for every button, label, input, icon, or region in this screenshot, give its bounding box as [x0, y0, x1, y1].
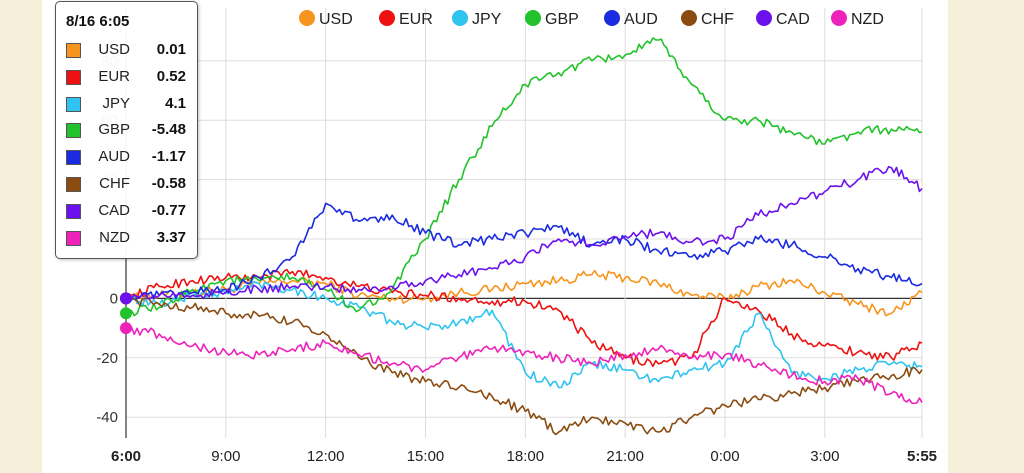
- tooltip-time: 8/16 6:05: [66, 13, 130, 30]
- legend-item-chf[interactable]: CHF: [681, 10, 734, 28]
- cursor-marker-cad: [120, 292, 132, 305]
- legend-label: CAD: [776, 11, 810, 28]
- cursor-marker-nzd: [120, 322, 132, 335]
- tooltip-row-nzd: NZD 3.37: [66, 229, 191, 249]
- y-tick-label: -20: [96, 350, 118, 367]
- series-line-aud[interactable]: [125, 202, 923, 302]
- y-tick-label: 0: [110, 290, 118, 307]
- tooltip-swatch: [66, 69, 81, 85]
- tooltip-row-chf: CHF -0.58: [66, 175, 191, 195]
- legend-item-usd[interactable]: USD: [299, 10, 353, 28]
- tooltip-value: -0.58: [151, 175, 186, 192]
- tooltip-row-aud: AUD -1.17: [66, 148, 191, 168]
- tooltip-swatch: [66, 123, 81, 139]
- tooltip-currency: CHF: [99, 175, 130, 192]
- legend-label: AUD: [624, 11, 658, 28]
- legend-label: JPY: [472, 11, 502, 28]
- legend-marker: [525, 10, 541, 26]
- tooltip-swatch: [66, 230, 81, 246]
- x-tick-label: 18:00: [507, 448, 545, 465]
- x-tick-label: 5:55: [907, 448, 937, 465]
- legend-label: USD: [319, 11, 353, 28]
- tooltip-row-eur: EUR 0.52: [66, 68, 191, 88]
- legend-item-cad[interactable]: CAD: [756, 10, 810, 28]
- tooltip-row-gbp: GBP -5.48: [66, 121, 191, 141]
- legend-item-eur[interactable]: EUR: [379, 10, 433, 28]
- series-line-jpy[interactable]: [125, 280, 923, 389]
- tooltip-value: 4.1: [165, 94, 186, 112]
- x-tick-label: 21:00: [606, 448, 644, 465]
- tooltip-row-cad: CAD -0.77: [66, 202, 191, 222]
- tooltip-value: -1.17: [151, 148, 186, 166]
- tooltip-value: 3.37: [156, 228, 186, 246]
- tooltip-swatch: [66, 150, 81, 166]
- tooltip-currency: EUR: [98, 67, 130, 85]
- series-line-chf[interactable]: [125, 296, 923, 436]
- tooltip-currency: CAD: [98, 201, 130, 219]
- x-axis-ticks: 6:00 9:00 12:00 15:00 18:00 21:00 0:00 3:00 5:55: [111, 448, 937, 465]
- legend-item-gbp[interactable]: GBP: [525, 10, 579, 28]
- y-tick-label: -40: [96, 409, 118, 426]
- x-tick-label: 12:00: [307, 448, 345, 465]
- tooltip-value: 0.01: [156, 41, 186, 58]
- series-line-usd[interactable]: [125, 269, 923, 317]
- legend-marker: [756, 10, 772, 26]
- x-tick-label: 15:00: [407, 448, 445, 465]
- legend-label: NZD: [851, 11, 884, 28]
- x-tick-label: 0:00: [710, 448, 739, 465]
- series-line-cad[interactable]: [125, 165, 923, 301]
- legend-item-aud[interactable]: AUD: [604, 10, 658, 28]
- legend-item-jpy[interactable]: JPY: [452, 10, 502, 28]
- legend-item-nzd[interactable]: NZD: [831, 10, 884, 28]
- series-line-nzd[interactable]: [125, 326, 923, 405]
- tooltip-swatch: [66, 96, 81, 112]
- tooltip-row-jpy: JPY 4.1: [66, 95, 191, 115]
- x-tick-label: 3:00: [810, 448, 839, 465]
- tooltip-currency: USD: [98, 41, 130, 58]
- tooltip-currency: AUD: [98, 148, 130, 166]
- legend-marker: [604, 10, 620, 26]
- tooltip-swatch: [66, 177, 81, 192]
- tooltip-currency: GBP: [98, 121, 130, 139]
- legend-marker: [452, 10, 468, 26]
- tooltip-row-usd: USD 0.01: [66, 41, 191, 61]
- tooltip-value: 0.52: [156, 67, 186, 85]
- cursor-marker-gbp: [120, 307, 132, 320]
- x-tick-label: 6:00: [111, 448, 141, 465]
- series-line-gbp[interactable]: [125, 37, 923, 317]
- legend-marker: [681, 10, 697, 26]
- legend-label: CHF: [701, 11, 734, 28]
- x-tick-label: 9:00: [211, 448, 240, 465]
- tooltip-currency: NZD: [99, 228, 130, 246]
- tooltip-value: -5.48: [151, 121, 186, 139]
- legend-label: GBP: [545, 11, 579, 28]
- series-lines: [125, 37, 923, 436]
- tooltip-swatch: [66, 203, 81, 219]
- tooltip-currency: JPY: [102, 94, 130, 112]
- legend-label: EUR: [399, 11, 433, 28]
- legend-marker: [379, 10, 395, 26]
- legend-marker: [299, 10, 315, 26]
- legend[interactable]: USD EUR JPY GBP AUD CHF CAD NZD: [299, 10, 884, 28]
- hover-tooltip: 8/16 6:05 USD 0.01 EUR 0.52 JPY 4.1 GBP -5.48 AU…: [55, 1, 198, 259]
- legend-marker: [831, 10, 847, 26]
- tooltip-swatch: [66, 43, 81, 58]
- tooltip-value: -0.77: [151, 201, 186, 219]
